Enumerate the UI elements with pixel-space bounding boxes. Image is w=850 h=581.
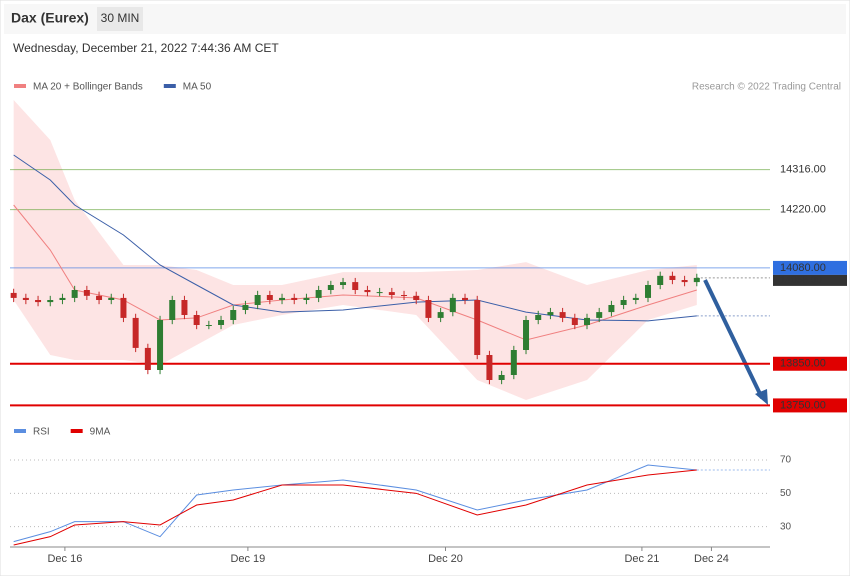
candle-body <box>535 315 542 320</box>
y-tick-label: 50 <box>780 488 792 499</box>
candle-body <box>559 312 566 318</box>
candle-body <box>437 312 444 318</box>
forecast-arrow <box>703 279 764 399</box>
candle-body <box>22 297 29 300</box>
candle-body <box>205 325 212 326</box>
candle-body <box>218 320 225 325</box>
y-tick-label: 70 <box>780 455 792 466</box>
candle-body <box>657 275 664 285</box>
candle-body <box>364 290 371 293</box>
candle-body <box>193 315 200 325</box>
candle-body <box>47 300 54 303</box>
candle-body <box>693 277 700 283</box>
candle-body <box>681 280 688 283</box>
level-label: 14080.00 <box>780 262 826 274</box>
candle-body <box>242 305 249 310</box>
candle-body <box>608 305 615 313</box>
chart-title: Dax (Eurex) <box>11 10 89 26</box>
candle-body <box>279 297 286 300</box>
candle-body <box>327 285 334 290</box>
legend-swatch <box>70 429 83 433</box>
candle-body <box>425 300 432 318</box>
candle-body <box>254 295 261 305</box>
candle-body <box>59 297 66 300</box>
candle-body <box>376 292 383 294</box>
candle-body <box>401 295 408 296</box>
level-label: 13850.00 <box>780 358 826 370</box>
rsi-line <box>13 469 697 546</box>
candle-body <box>83 290 90 296</box>
level-tag <box>773 356 847 371</box>
candle-body <box>35 300 42 303</box>
candle-body <box>632 297 639 300</box>
x-tick-label: Dec 19 <box>230 553 265 565</box>
last-price-label: 14056.00 <box>780 275 822 286</box>
candle-body <box>96 295 103 300</box>
legend-swatch <box>14 84 26 88</box>
level-label: 14220.00 <box>780 203 826 215</box>
candle-body <box>181 300 188 315</box>
x-tick-label: Dec 16 <box>47 553 82 565</box>
timeframe-box <box>97 7 143 31</box>
candle-body <box>596 312 603 318</box>
candle-body <box>498 375 505 380</box>
candle-body <box>620 300 627 305</box>
y-tick-label: 30 <box>780 521 792 532</box>
level-label: 14316.00 <box>780 163 826 175</box>
candle-body <box>571 317 578 325</box>
x-tick-label: Dec 20 <box>428 553 463 565</box>
candle-body <box>108 297 115 300</box>
level-tag <box>773 398 847 413</box>
candle-body <box>547 312 554 315</box>
candle-body <box>669 275 676 280</box>
candle-body <box>10 292 17 298</box>
candle-body <box>71 290 78 298</box>
candle-body <box>352 282 359 290</box>
candle-body <box>132 317 139 348</box>
candle-body <box>523 320 530 350</box>
candle-body <box>413 295 420 300</box>
legend-swatch <box>163 84 176 88</box>
candle-body <box>645 285 652 298</box>
candle-body <box>449 297 456 313</box>
x-tick-label: Dec 21 <box>624 553 659 565</box>
candle-body <box>340 282 347 285</box>
candle-body <box>303 297 310 300</box>
candle-body <box>157 320 164 370</box>
candle-body <box>462 297 469 300</box>
legend-label: RSI <box>33 427 50 438</box>
candle-body <box>230 310 237 320</box>
x-tick-label: Dec 24 <box>694 553 729 565</box>
candle-body <box>388 292 395 295</box>
credit: Research © 2022 Trading Central <box>692 82 841 93</box>
level-tag <box>773 260 847 275</box>
subtitle: Wednesday, December 21, 2022 7:44:36 AM … <box>13 41 279 55</box>
legend: MA 20 + Bollinger Bands MA 50 RSI 9MA <box>14 82 212 438</box>
candle-body <box>120 297 127 318</box>
legend-label: MA 50 <box>183 82 212 93</box>
candle-body <box>291 297 298 300</box>
timeframe: 30 MIN <box>101 11 140 25</box>
forecast-arrow-head <box>755 389 768 405</box>
candle-body <box>510 350 517 375</box>
legend-swatch <box>14 429 26 433</box>
header-bar <box>4 4 846 34</box>
ma-line <box>13 154 697 322</box>
candle-body <box>144 347 151 370</box>
level-label: 13750.00 <box>780 399 826 411</box>
candle-body <box>486 355 493 380</box>
candle-body <box>584 317 591 325</box>
candle-body <box>169 300 176 320</box>
legend-label: 9MA <box>90 427 111 438</box>
candle-body <box>266 295 273 300</box>
legend-label: MA 20 + Bollinger Bands <box>33 82 143 93</box>
last-price-tag <box>773 274 847 286</box>
candle-body <box>474 300 481 355</box>
candle-body <box>315 290 322 298</box>
